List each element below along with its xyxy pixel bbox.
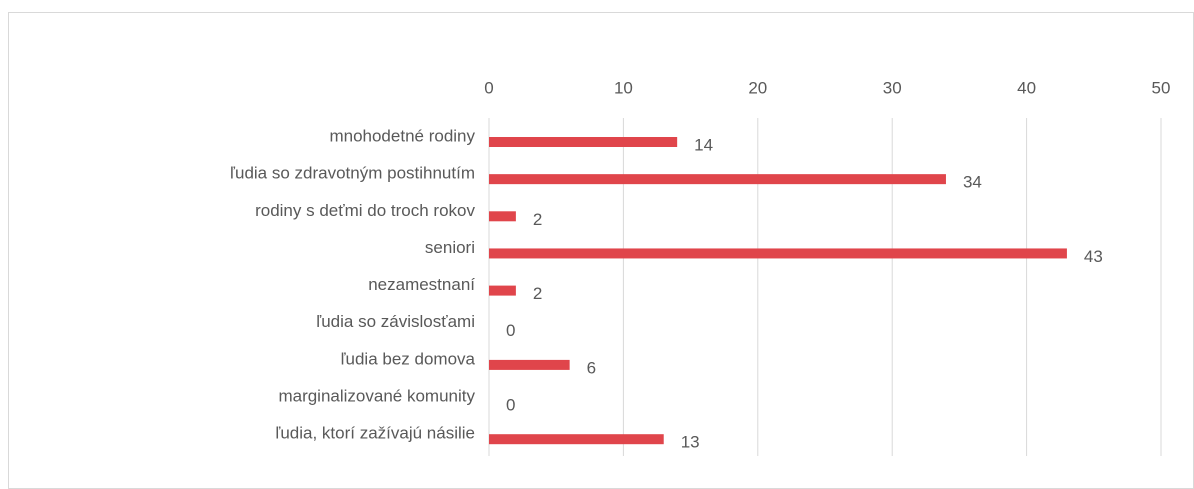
x-tick-label: 40 bbox=[1017, 78, 1036, 97]
y-tick-label: ľudia bez domova bbox=[341, 349, 476, 368]
bar bbox=[489, 137, 678, 147]
y-tick-label: rodiny s deťmi do troch rokov bbox=[255, 201, 475, 220]
y-tick-label: nezamestnaní bbox=[368, 275, 475, 294]
value-label: 43 bbox=[1084, 247, 1103, 266]
value-label: 2 bbox=[533, 284, 542, 303]
bar bbox=[489, 211, 516, 222]
y-tick-label: ľudia, ktorí zažívajú násilie bbox=[275, 424, 475, 443]
value-label: 13 bbox=[681, 433, 700, 452]
bar bbox=[489, 174, 946, 185]
x-tick-label: 0 bbox=[484, 78, 493, 97]
x-tick-label: 10 bbox=[614, 78, 633, 97]
value-label: 0 bbox=[506, 321, 515, 340]
bar bbox=[489, 359, 570, 370]
value-label: 6 bbox=[587, 358, 596, 377]
x-tick-label: 20 bbox=[748, 78, 767, 97]
x-tick-label: 30 bbox=[883, 78, 902, 97]
value-label: 2 bbox=[533, 210, 542, 229]
y-tick-label: ľudia so zdravotným postihnutím bbox=[230, 164, 475, 183]
y-tick-label: seniori bbox=[425, 238, 475, 257]
x-tick-label: 50 bbox=[1152, 78, 1171, 97]
y-tick-label: marginalizované komunity bbox=[278, 387, 475, 406]
bar bbox=[489, 285, 516, 296]
bar bbox=[489, 434, 664, 445]
y-tick-label: mnohodetné rodiny bbox=[329, 126, 475, 145]
value-label: 14 bbox=[694, 135, 713, 154]
y-tick-label: ľudia so závislosťami bbox=[316, 312, 475, 331]
value-label: 34 bbox=[963, 173, 982, 192]
value-label: 0 bbox=[506, 396, 515, 415]
bar bbox=[489, 248, 1067, 259]
